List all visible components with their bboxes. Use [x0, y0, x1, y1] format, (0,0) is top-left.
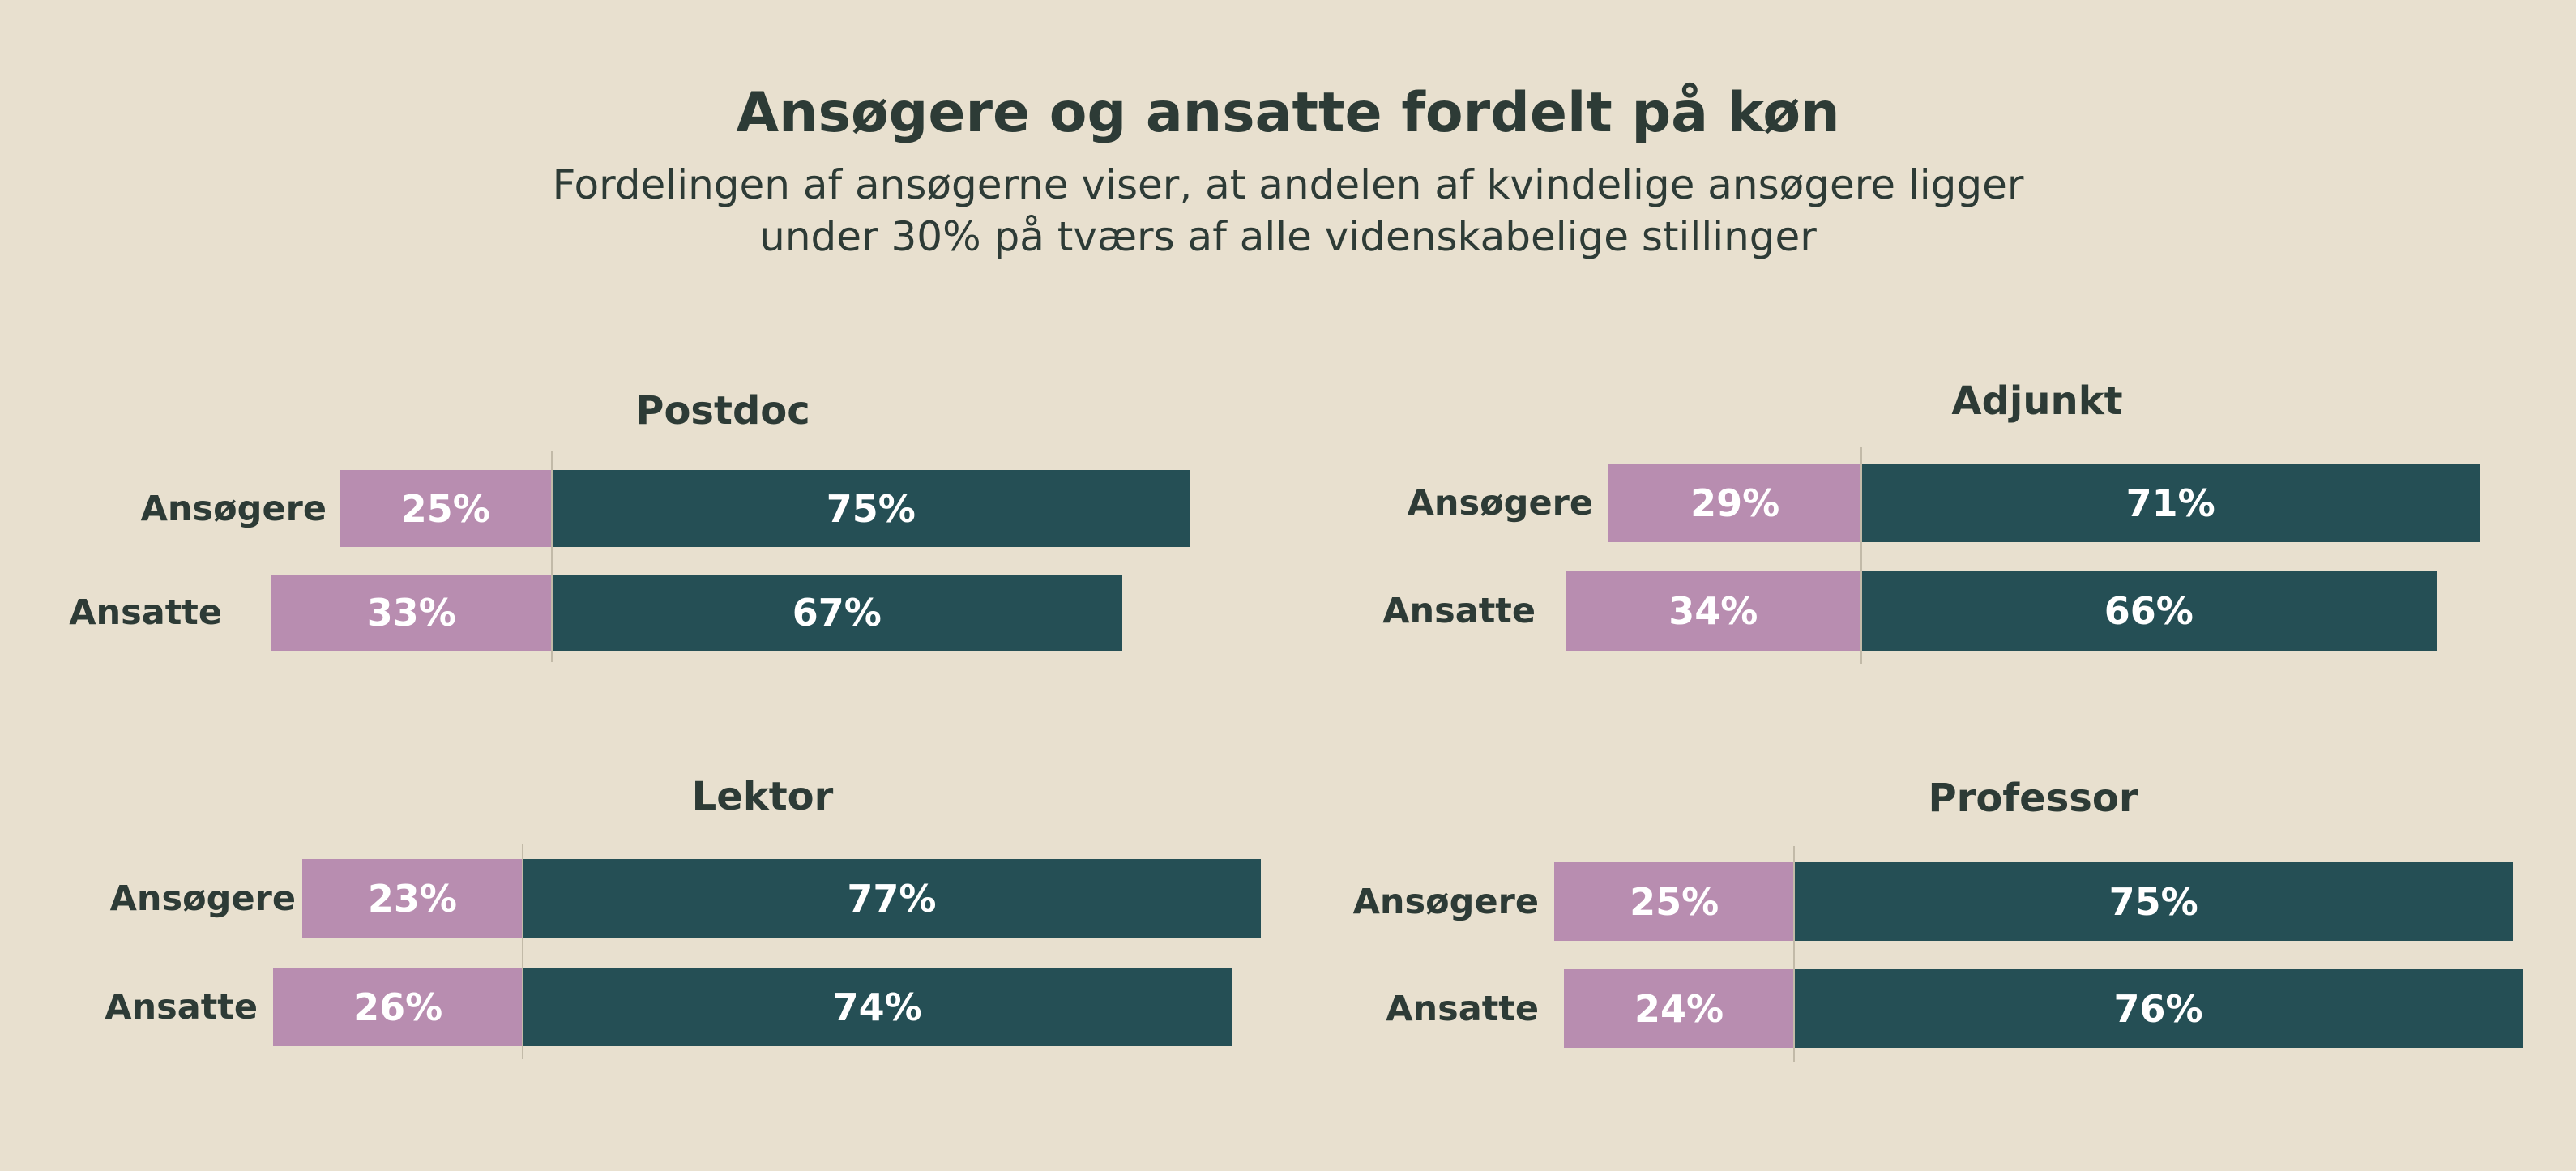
postdoc-bar-right: 75% [552, 470, 1190, 547]
subtitle-line-2: under 30% på tværs af alle videnskabelig… [759, 213, 1817, 260]
professor-row-label: Ansatte [1386, 988, 1539, 1029]
lektor-row-label: Ansøgere [109, 878, 296, 919]
lektor-bar-left: 23% [301, 859, 523, 938]
lektor-row-label: Ansatte [105, 986, 258, 1028]
professor-row-label: Ansøgere [1352, 881, 1539, 922]
professor-panel-title: Professor [1928, 776, 2138, 821]
postdoc-bar-left: 25% [339, 470, 552, 547]
postdoc-row-label: Ansøgere [140, 488, 327, 529]
professor-bar-left: 25% [1554, 862, 1794, 941]
professor-bar-right: 76% [1794, 969, 2523, 1048]
postdoc-row-label: Ansatte [69, 592, 222, 633]
lektor-panel-title: Lektor [691, 774, 834, 819]
postdoc-bar-right: 67% [552, 575, 1122, 651]
adjunkt-bar-right: 71% [1861, 464, 2480, 542]
professor-center-line [1793, 846, 1795, 1062]
professor-bar-right: 75% [1794, 862, 2514, 941]
adjunkt-row-label: Ansatte [1382, 591, 1536, 631]
adjunkt-row-label: Ansøgere [1407, 482, 1593, 524]
adjunkt-bar-right: 66% [1861, 571, 2437, 651]
adjunkt-center-line [1860, 447, 1862, 664]
lektor-bar-right: 77% [523, 859, 1261, 938]
professor-bar-left: 24% [1564, 969, 1794, 1048]
lektor-bar-right: 74% [523, 968, 1232, 1046]
chart-title: Ansøgere og ansatte fordelt på køn [736, 81, 1840, 145]
postdoc-center-line [551, 451, 553, 662]
postdoc-panel-title: Postdoc [635, 388, 810, 434]
subtitle-line-1: Fordelingen af ansøgerne viser, at andel… [552, 161, 2024, 208]
lektor-center-line [522, 844, 523, 1059]
adjunkt-panel-title: Adjunkt [1951, 378, 2123, 424]
adjunkt-bar-left: 29% [1608, 464, 1861, 542]
lektor-bar-left: 26% [273, 968, 523, 1046]
chart-subtitle: Fordelingen af ansøgerne viser, at andel… [0, 159, 2576, 263]
adjunkt-bar-left: 34% [1565, 571, 1861, 651]
postdoc-bar-left: 33% [271, 575, 552, 651]
